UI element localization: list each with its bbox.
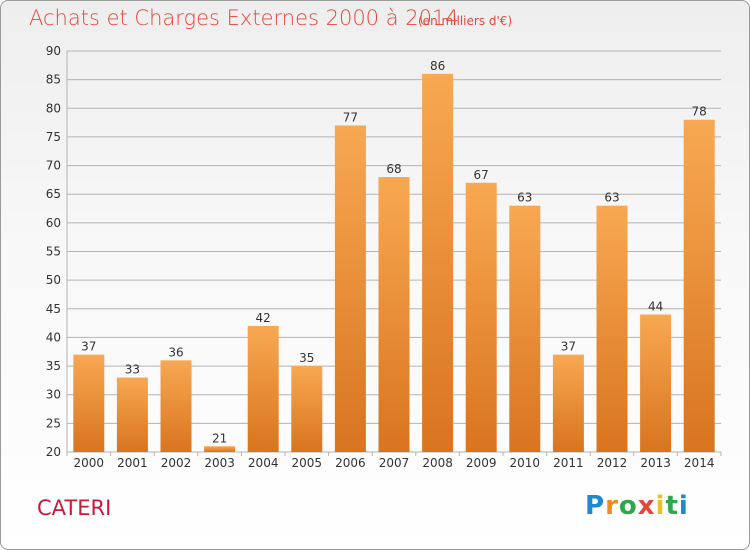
y-tick-label: 30 xyxy=(46,388,61,402)
x-tick-label: 2014 xyxy=(684,456,715,470)
x-tick-label: 2005 xyxy=(292,456,323,470)
logo-letter: i xyxy=(655,491,666,521)
y-tick-label: 50 xyxy=(46,273,61,287)
y-tick-label: 90 xyxy=(46,44,61,58)
x-tick-label: 2008 xyxy=(422,456,453,470)
bar xyxy=(640,314,672,452)
data-label: 77 xyxy=(343,110,358,124)
data-label: 37 xyxy=(81,340,96,354)
bar xyxy=(509,205,541,452)
y-tick-label: 70 xyxy=(46,159,61,173)
y-tick-label: 55 xyxy=(46,245,61,259)
y-tick-label: 80 xyxy=(46,101,61,115)
bar xyxy=(160,360,192,452)
logo-letter: x xyxy=(637,491,656,521)
proxiti-logo: Proxiti xyxy=(585,491,689,521)
data-label: 78 xyxy=(692,105,707,119)
chart-title: Achats et Charges Externes 2000 à 2014 xyxy=(29,6,459,30)
logo-letter: P xyxy=(585,491,606,521)
bar xyxy=(552,354,584,452)
chart-subtitle: (en milliers d'€) xyxy=(418,14,513,28)
data-label: 44 xyxy=(648,300,663,314)
axes: 20 25 30 35 40 45 50 55 60 65 70 75 80 85 90 2000 2001 20… xyxy=(46,44,722,470)
x-tick-label: 2003 xyxy=(204,456,235,470)
bar xyxy=(334,125,366,452)
y-tick-label: 20 xyxy=(46,445,61,459)
data-label: 42 xyxy=(256,311,271,325)
data-label: 63 xyxy=(604,191,619,205)
x-tick-label: 2007 xyxy=(379,456,410,470)
bar xyxy=(116,377,148,452)
x-tick-label: 2012 xyxy=(597,456,628,470)
data-label: 63 xyxy=(517,191,532,205)
y-tick-label: 25 xyxy=(46,416,61,430)
bar xyxy=(422,73,454,453)
bar xyxy=(247,325,279,452)
y-tick-label: 60 xyxy=(46,216,61,230)
y-tick-label: 75 xyxy=(46,130,61,144)
data-label: 21 xyxy=(212,431,227,445)
bar xyxy=(465,182,497,452)
x-tick-label: 2001 xyxy=(117,456,148,470)
location-label: CATERI xyxy=(37,496,112,520)
x-tick-label: 2010 xyxy=(510,456,541,470)
bar xyxy=(73,354,105,452)
x-tick-label: 2009 xyxy=(466,456,497,470)
logo-letter: o xyxy=(618,491,638,521)
y-tick-label: 65 xyxy=(46,187,61,201)
data-label: 68 xyxy=(386,162,401,176)
bar xyxy=(683,119,715,452)
bar xyxy=(291,366,323,452)
data-label: 33 xyxy=(125,363,140,377)
x-tick-label: 2006 xyxy=(335,456,366,470)
bars xyxy=(73,73,715,453)
x-tick-label: 2002 xyxy=(161,456,192,470)
x-tick-label: 2011 xyxy=(553,456,584,470)
data-label: 67 xyxy=(474,168,489,182)
value-labels: 37 33 36 21 42 35 77 68 86 67 63 37 63 44 78 xyxy=(81,59,707,445)
data-label: 86 xyxy=(430,59,445,73)
logo-letter: r xyxy=(605,491,619,521)
y-tick-label: 85 xyxy=(46,73,61,87)
y-tick-label: 45 xyxy=(46,302,61,316)
x-tick-label: 2000 xyxy=(74,456,105,470)
bar xyxy=(204,446,236,452)
data-label: 35 xyxy=(299,351,314,365)
bar xyxy=(596,205,628,452)
y-tick-label: 40 xyxy=(46,330,61,344)
logo-letter: i xyxy=(678,491,689,521)
data-label: 36 xyxy=(168,345,183,359)
x-tick-label: 2013 xyxy=(640,456,671,470)
y-tick-label: 35 xyxy=(46,359,61,373)
bar xyxy=(378,177,410,452)
data-label: 37 xyxy=(561,340,576,354)
logo-letter: t xyxy=(665,491,679,521)
x-tick-label: 2004 xyxy=(248,456,279,470)
